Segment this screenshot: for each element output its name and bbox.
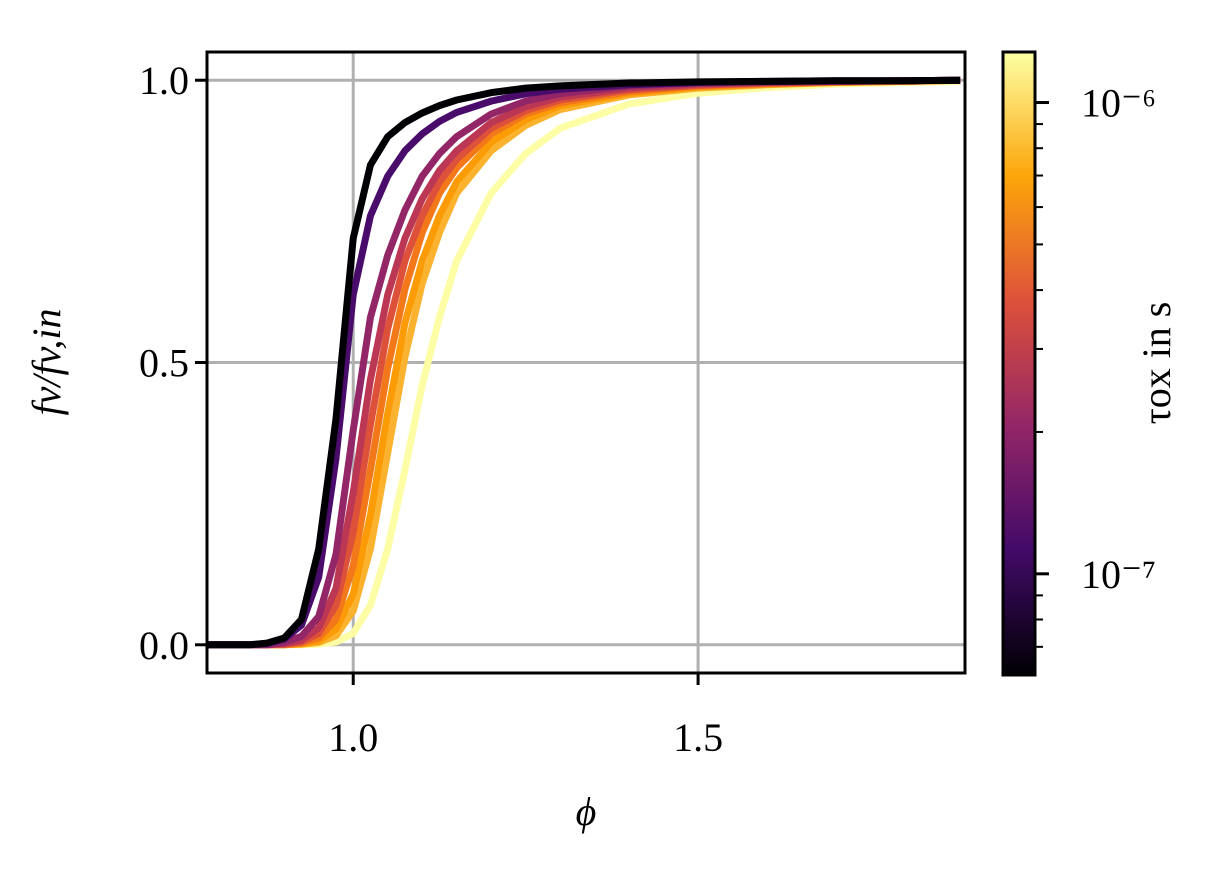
grid (207, 52, 965, 673)
colorbar (1001, 50, 1037, 677)
y-tick-label: 0.5 (139, 341, 189, 386)
x-axis-label: ϕ (576, 789, 597, 834)
y-tick-label: 1.0 (139, 58, 189, 103)
y-axis-label: fv/fv,in (24, 309, 69, 416)
colorbar-tick-label: 10⁻⁶ (1081, 81, 1156, 126)
colorbar-label: τox in s (1134, 302, 1179, 425)
colorbar-tick-label: 10⁻⁷ (1081, 552, 1156, 597)
x-tick-label: 1.0 (328, 715, 378, 760)
plot-lines (208, 76, 961, 649)
series-line (208, 76, 961, 649)
x-tick-label: 1.5 (673, 715, 723, 760)
y-tick-label: 0.0 (139, 623, 189, 668)
